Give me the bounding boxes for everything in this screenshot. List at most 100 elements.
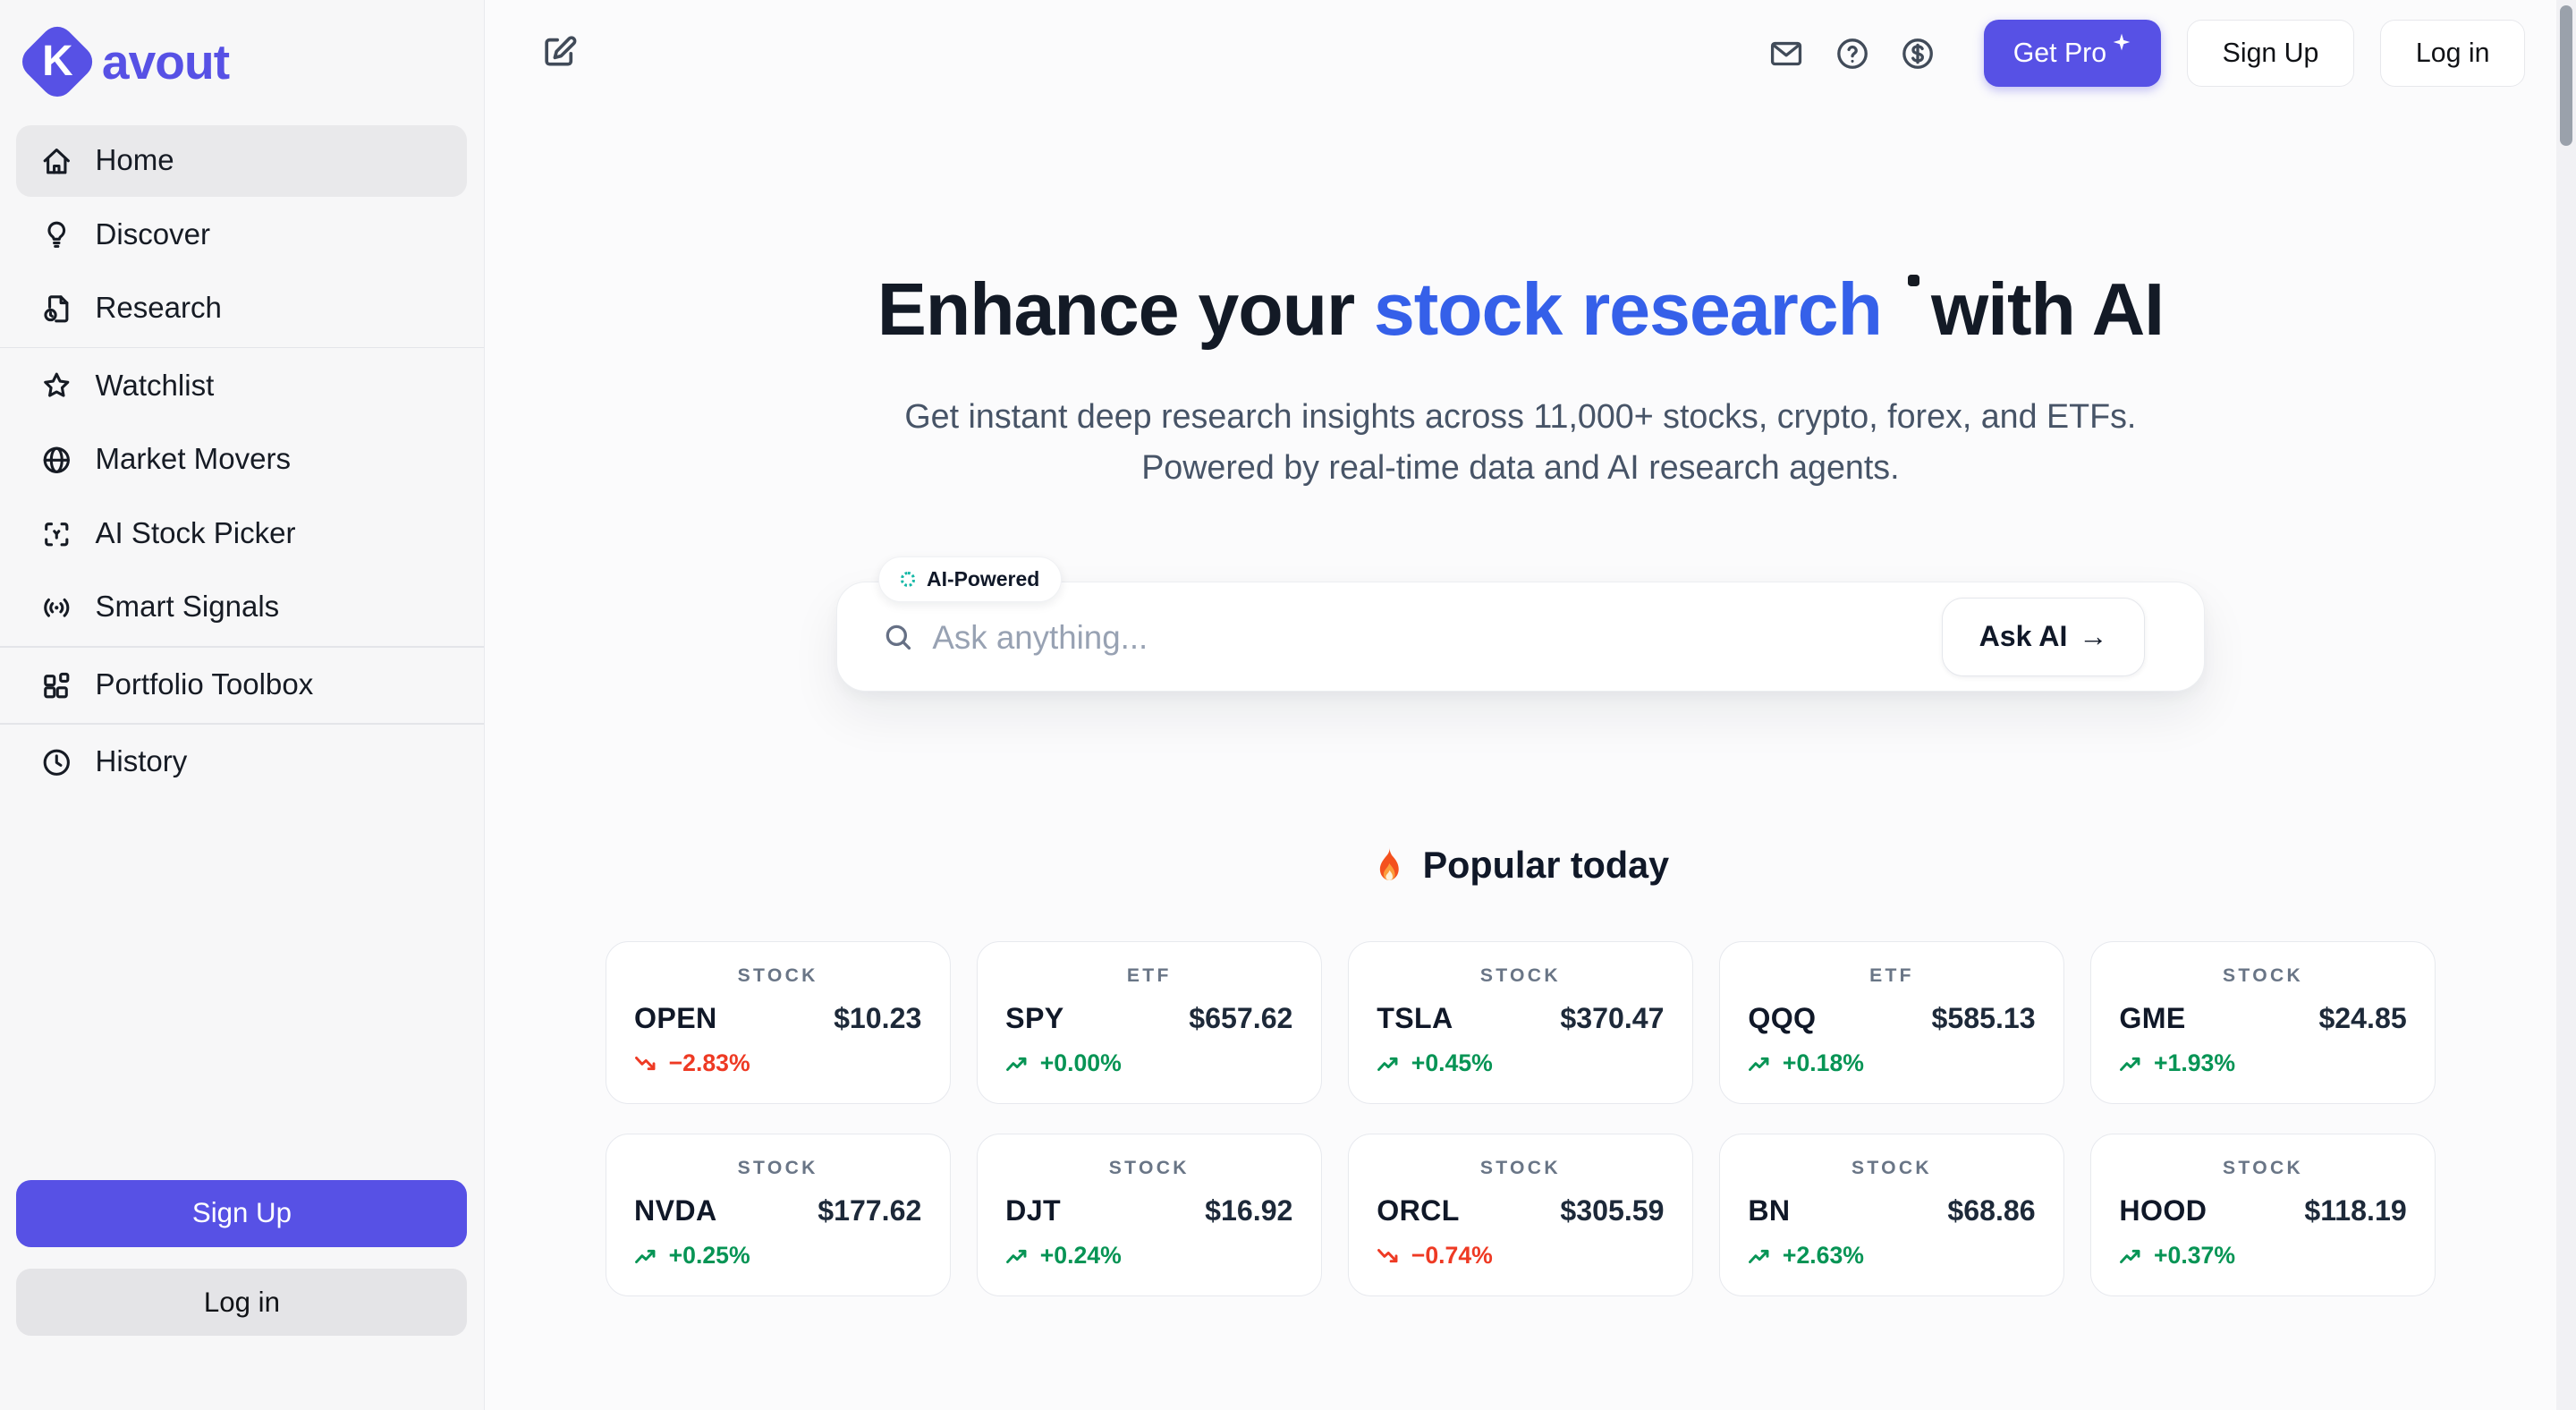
ticker-label: QQQ: [1748, 1001, 1817, 1034]
asset-type-label: STOCK: [737, 965, 818, 987]
change-row: +0.25%: [606, 1242, 950, 1270]
asset-type-label: STOCK: [1851, 1158, 1932, 1179]
sidebar-item-smart-signals[interactable]: Smart Signals: [16, 572, 467, 644]
ticker-label: GME: [2119, 1001, 2186, 1034]
change-row: +1.93%: [2091, 1049, 2435, 1077]
stock-card-nvda[interactable]: STOCK NVDA $177.62 +0.25%: [605, 1134, 951, 1297]
stock-card-spy[interactable]: ETF SPY $657.62 +0.00%: [976, 941, 1322, 1105]
fire-icon: [1372, 845, 1407, 888]
asset-type-label: STOCK: [2223, 1158, 2304, 1179]
sidebar-item-history[interactable]: History: [16, 726, 467, 799]
sidebar-item-label: AI Stock Picker: [95, 516, 296, 550]
hero-subtitle: Get instant deep research insights acros…: [485, 391, 2556, 493]
hero-title-highlight: stock research: [1373, 267, 1883, 351]
dollar-icon[interactable]: [1898, 34, 1937, 73]
sidebar-nav: Home Discover Research Watchlist: [0, 102, 484, 799]
sidebar-item-label: Smart Signals: [95, 590, 280, 624]
price-label: $585.13: [1931, 1001, 2036, 1034]
asset-type-label: ETF: [1126, 965, 1172, 987]
compose-icon[interactable]: [538, 31, 580, 72]
price-label: $177.62: [818, 1193, 922, 1227]
price-label: $118.19: [2304, 1193, 2407, 1227]
stock-card-gme[interactable]: STOCK GME $24.85 +1.93%: [2090, 941, 2436, 1105]
asset-type-label: STOCK: [2223, 965, 2304, 987]
main-content: Get Pro Sign Up Log in Enhance your stoc…: [484, 0, 2576, 1410]
asset-type-label: ETF: [1869, 965, 1914, 987]
sidebar-divider: [0, 723, 484, 725]
change-label: +0.00%: [1039, 1049, 1122, 1077]
price-label: $305.59: [1560, 1193, 1665, 1227]
scrollbar-thumb[interactable]: [2559, 4, 2573, 147]
ticker-label: DJT: [1005, 1193, 1061, 1227]
sparkle-icon: [2112, 32, 2131, 52]
change-label: +0.45%: [1411, 1049, 1493, 1077]
grid-boxes-icon: [39, 668, 74, 703]
star-icon: [39, 369, 74, 403]
trending-up-icon: [634, 1246, 659, 1266]
search-icon: [881, 620, 916, 655]
change-label: +0.24%: [1039, 1242, 1122, 1270]
popular-today-heading: Popular today: [485, 845, 2556, 888]
scrollbar[interactable]: [2555, 0, 2576, 1410]
header-signup-button[interactable]: Sign Up: [2187, 20, 2354, 88]
help-icon[interactable]: [1833, 34, 1872, 73]
stock-card-djt[interactable]: STOCK DJT $16.92 +0.24%: [976, 1134, 1322, 1297]
brand-logo-icon: K: [15, 20, 100, 104]
stock-card-hood[interactable]: STOCK HOOD $118.19 +0.37%: [2090, 1134, 2436, 1297]
change-label: +1.93%: [2153, 1049, 2236, 1077]
price-label: $657.62: [1189, 1001, 1293, 1034]
ticker-label: HOOD: [2119, 1193, 2207, 1227]
sidebar-item-label: Research: [95, 292, 222, 326]
search-input[interactable]: [928, 584, 1856, 692]
arrow-right-icon: →: [2079, 620, 2108, 653]
change-row: +0.00%: [978, 1049, 1321, 1077]
stock-card-tsla[interactable]: STOCK TSLA $370.47 +0.45%: [1348, 941, 1693, 1105]
hero-title-prefix: Enhance your: [877, 267, 1374, 351]
sidebar-item-home[interactable]: Home: [16, 124, 468, 198]
change-row: −2.83%: [606, 1049, 950, 1077]
mail-icon[interactable]: [1767, 34, 1806, 73]
popular-today-label: Popular today: [1422, 845, 1670, 887]
stock-card-bn[interactable]: STOCK BN $68.86 +2.63%: [1719, 1134, 2064, 1297]
trending-up-icon: [1748, 1246, 1773, 1266]
home-icon: [39, 144, 74, 179]
trending-up-icon: [2119, 1246, 2144, 1266]
price-label: $68.86: [1947, 1193, 2036, 1227]
sidebar-item-label: Portfolio Toolbox: [95, 667, 314, 701]
change-label: +2.63%: [1782, 1242, 1864, 1270]
price-label: $10.23: [834, 1001, 922, 1034]
sidebar-item-label: Market Movers: [95, 443, 292, 477]
price-label: $24.85: [2318, 1001, 2407, 1034]
get-pro-label: Get Pro: [2012, 38, 2107, 68]
brand-logo[interactable]: K avout: [0, 0, 484, 104]
asset-type-label: STOCK: [1108, 1158, 1190, 1179]
change-label: −0.74%: [1411, 1242, 1493, 1270]
ask-ai-search-bar: AI-Powered Ask AI →: [835, 556, 2205, 692]
stock-card-open[interactable]: STOCK OPEN $10.23 −2.83%: [605, 941, 951, 1105]
brand-logo-text: avout: [101, 33, 230, 89]
ai-dot-icon: [900, 572, 916, 587]
sidebar-item-ai-stock-picker[interactable]: AI Stock Picker: [16, 497, 467, 570]
header-actions: Get Pro Sign Up Log in: [1767, 20, 2526, 88]
change-row: +0.45%: [1349, 1049, 1692, 1077]
clock-icon: [39, 745, 74, 780]
ask-ai-button[interactable]: Ask AI →: [1942, 597, 2145, 677]
sidebar-item-label: Home: [95, 143, 174, 177]
sidebar-item-discover[interactable]: Discover: [16, 199, 467, 271]
change-label: +0.37%: [2153, 1242, 2236, 1270]
sidebar-item-watchlist[interactable]: Watchlist: [16, 350, 467, 422]
header-login-button[interactable]: Log in: [2380, 20, 2526, 88]
sidebar-signup-button[interactable]: Sign Up: [16, 1179, 468, 1248]
stock-card-orcl[interactable]: STOCK ORCL $305.59 −0.74%: [1348, 1134, 1693, 1297]
trending-down-icon: [1377, 1246, 1402, 1266]
sidebar-item-market-movers[interactable]: Market Movers: [16, 424, 467, 497]
sidebar-item-research[interactable]: Research: [16, 273, 467, 345]
stock-card-qqq[interactable]: ETF QQQ $585.13 +0.18%: [1719, 941, 2064, 1105]
sidebar-item-portfolio-toolbox[interactable]: Portfolio Toolbox: [16, 649, 467, 721]
get-pro-button[interactable]: Get Pro: [1983, 20, 2161, 88]
sidebar-login-button[interactable]: Log in: [16, 1268, 468, 1337]
sidebar-item-label: Discover: [95, 217, 211, 251]
trending-up-icon: [1748, 1054, 1773, 1074]
hero-title: Enhance your stock research with AI: [485, 267, 2556, 352]
